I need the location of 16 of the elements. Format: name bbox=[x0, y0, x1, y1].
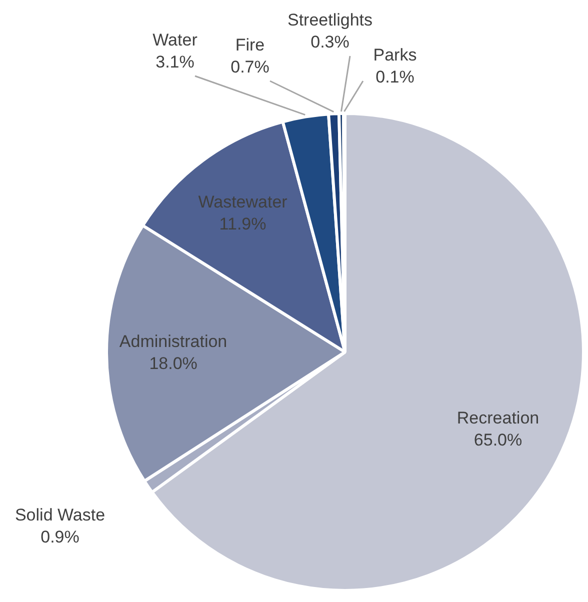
slice-label: Streetlights bbox=[287, 10, 373, 30]
data-label: 0.7% bbox=[230, 58, 270, 77]
slice-label: Solid Waste bbox=[14, 506, 106, 525]
data-label: 0.1% bbox=[376, 68, 414, 87]
data-label: 18.0% bbox=[149, 354, 198, 373]
data-label: 3.1% bbox=[156, 52, 194, 72]
data-label: 0.3% bbox=[310, 32, 350, 52]
data-label: 0.9% bbox=[40, 528, 80, 547]
slice-label: Wastewater bbox=[198, 192, 288, 212]
slice-label: Water bbox=[152, 30, 198, 50]
slice-label: Parks bbox=[373, 46, 417, 65]
slice-label: Recreation bbox=[456, 408, 540, 428]
data-label: 65.0% bbox=[474, 430, 522, 450]
slice-label: Fire bbox=[235, 36, 265, 55]
slice-label: Administration bbox=[119, 332, 228, 351]
data-label: 11.9% bbox=[219, 214, 266, 234]
